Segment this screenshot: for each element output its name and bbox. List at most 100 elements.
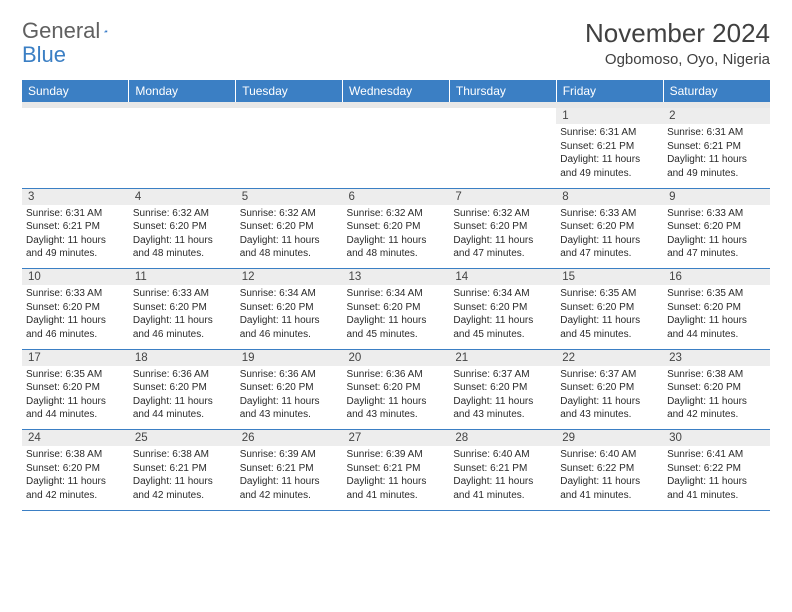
day-cell: Sunrise: 6:38 AMSunset: 6:21 PMDaylight:…: [129, 446, 236, 510]
day-number: 16: [663, 269, 770, 285]
day-cell: [449, 124, 556, 188]
calendar-table: Sunday Monday Tuesday Wednesday Thursday…: [22, 80, 770, 511]
col-monday: Monday: [129, 80, 236, 102]
sunrise-text: Sunrise: 6:31 AM: [560, 126, 659, 140]
sunset-text: Sunset: 6:20 PM: [453, 220, 552, 234]
daylight-text: Daylight: 11 hours and 41 minutes.: [560, 475, 659, 502]
day-number: 22: [556, 350, 663, 366]
sunrise-text: Sunrise: 6:39 AM: [347, 448, 446, 462]
sunset-text: Sunset: 6:20 PM: [667, 381, 766, 395]
day-cell: Sunrise: 6:33 AMSunset: 6:20 PMDaylight:…: [22, 285, 129, 349]
day-cell: [343, 124, 450, 188]
week-info-row: Sunrise: 6:33 AMSunset: 6:20 PMDaylight:…: [22, 285, 770, 349]
day-cell: Sunrise: 6:37 AMSunset: 6:20 PMDaylight:…: [556, 366, 663, 430]
day-number: 11: [129, 269, 236, 285]
daylight-text: Daylight: 11 hours and 48 minutes.: [347, 234, 446, 261]
sunrise-text: Sunrise: 6:40 AM: [453, 448, 552, 462]
sunset-text: Sunset: 6:20 PM: [26, 381, 125, 395]
sunset-text: Sunset: 6:20 PM: [240, 301, 339, 315]
sunrise-text: Sunrise: 6:37 AM: [560, 368, 659, 382]
day-cell: Sunrise: 6:38 AMSunset: 6:20 PMDaylight:…: [22, 446, 129, 510]
sunrise-text: Sunrise: 6:33 AM: [667, 207, 766, 221]
daylight-text: Daylight: 11 hours and 42 minutes.: [133, 475, 232, 502]
day-cell: Sunrise: 6:40 AMSunset: 6:22 PMDaylight:…: [556, 446, 663, 510]
sunset-text: Sunset: 6:20 PM: [133, 381, 232, 395]
day-number: 4: [129, 189, 236, 205]
sunset-text: Sunset: 6:20 PM: [26, 301, 125, 315]
sunrise-text: Sunrise: 6:33 AM: [133, 287, 232, 301]
title-block: November 2024 Ogbomoso, Oyo, Nigeria: [585, 18, 770, 68]
sunrise-text: Sunrise: 6:38 AM: [26, 448, 125, 462]
sunrise-text: Sunrise: 6:34 AM: [347, 287, 446, 301]
day-number: 10: [22, 269, 129, 285]
sunset-text: Sunset: 6:21 PM: [133, 462, 232, 476]
daylight-text: Daylight: 11 hours and 41 minutes.: [453, 475, 552, 502]
location: Ogbomoso, Oyo, Nigeria: [585, 51, 770, 68]
day-number: 21: [449, 350, 556, 366]
sunset-text: Sunset: 6:21 PM: [26, 220, 125, 234]
sunrise-text: Sunrise: 6:33 AM: [26, 287, 125, 301]
daylight-text: Daylight: 11 hours and 47 minutes.: [667, 234, 766, 261]
day-cell: [129, 124, 236, 188]
day-number: [236, 108, 343, 124]
col-wednesday: Wednesday: [343, 80, 450, 102]
day-cell: Sunrise: 6:36 AMSunset: 6:20 PMDaylight:…: [343, 366, 450, 430]
day-number: 2: [663, 108, 770, 124]
day-number: [343, 108, 450, 124]
day-number: 27: [343, 430, 450, 446]
col-sunday: Sunday: [22, 80, 129, 102]
day-number: 3: [22, 189, 129, 205]
daylight-text: Daylight: 11 hours and 44 minutes.: [667, 314, 766, 341]
day-cell: Sunrise: 6:35 AMSunset: 6:20 PMDaylight:…: [663, 285, 770, 349]
sunset-text: Sunset: 6:21 PM: [560, 140, 659, 154]
day-cell: Sunrise: 6:33 AMSunset: 6:20 PMDaylight:…: [663, 205, 770, 269]
sunrise-text: Sunrise: 6:31 AM: [26, 207, 125, 221]
sunset-text: Sunset: 6:20 PM: [347, 220, 446, 234]
sunset-text: Sunset: 6:22 PM: [560, 462, 659, 476]
col-friday: Friday: [556, 80, 663, 102]
daylight-text: Daylight: 11 hours and 42 minutes.: [667, 395, 766, 422]
header: General November 2024 Ogbomoso, Oyo, Nig…: [22, 18, 770, 68]
daylight-text: Daylight: 11 hours and 42 minutes.: [240, 475, 339, 502]
day-number: 17: [22, 350, 129, 366]
day-number: 9: [663, 189, 770, 205]
daylight-text: Daylight: 11 hours and 46 minutes.: [26, 314, 125, 341]
sunset-text: Sunset: 6:20 PM: [560, 381, 659, 395]
day-cell: Sunrise: 6:33 AMSunset: 6:20 PMDaylight:…: [556, 205, 663, 269]
week-daynum-row: 10111213141516: [22, 269, 770, 285]
day-number: 1: [556, 108, 663, 124]
day-number: 7: [449, 189, 556, 205]
sunset-text: Sunset: 6:20 PM: [240, 381, 339, 395]
sunset-text: Sunset: 6:21 PM: [453, 462, 552, 476]
day-number: [22, 108, 129, 124]
day-cell: Sunrise: 6:34 AMSunset: 6:20 PMDaylight:…: [343, 285, 450, 349]
week-info-row: Sunrise: 6:35 AMSunset: 6:20 PMDaylight:…: [22, 366, 770, 430]
daylight-text: Daylight: 11 hours and 46 minutes.: [133, 314, 232, 341]
logo: General: [22, 18, 126, 44]
daylight-text: Daylight: 11 hours and 47 minutes.: [560, 234, 659, 261]
week-separator: [22, 510, 770, 511]
sunset-text: Sunset: 6:20 PM: [347, 301, 446, 315]
week-daynum-row: 24252627282930: [22, 430, 770, 446]
week-info-row: Sunrise: 6:31 AMSunset: 6:21 PM Daylight:…: [22, 205, 770, 269]
day-cell: Sunrise: 6:31 AMSunset: 6:21 PMDaylight:…: [663, 124, 770, 188]
day-cell: [236, 124, 343, 188]
sunrise-text: Sunrise: 6:38 AM: [667, 368, 766, 382]
daylight-text: Daylight: 11 hours and 44 minutes.: [133, 395, 232, 422]
day-number: [449, 108, 556, 124]
day-cell: [22, 124, 129, 188]
sunset-text: Sunset: 6:20 PM: [347, 381, 446, 395]
day-cell: Sunrise: 6:36 AMSunset: 6:20 PMDaylight:…: [129, 366, 236, 430]
daylight-text: Daylight: 11 hours and 45 minutes.: [347, 314, 446, 341]
sunrise-text: Sunrise: 6:40 AM: [560, 448, 659, 462]
sunrise-text: Sunrise: 6:34 AM: [453, 287, 552, 301]
day-cell: Sunrise: 6:38 AMSunset: 6:20 PMDaylight:…: [663, 366, 770, 430]
daylight-text: Daylight: 11 hours and 49 minutes.: [560, 153, 659, 180]
col-tuesday: Tuesday: [236, 80, 343, 102]
day-number: 23: [663, 350, 770, 366]
day-cell: Sunrise: 6:34 AMSunset: 6:20 PMDaylight:…: [449, 285, 556, 349]
sunset-text: Sunset: 6:20 PM: [453, 381, 552, 395]
sunrise-text: Sunrise: 6:32 AM: [240, 207, 339, 221]
day-cell: Sunrise: 6:35 AMSunset: 6:20 PMDaylight:…: [556, 285, 663, 349]
day-number: 29: [556, 430, 663, 446]
